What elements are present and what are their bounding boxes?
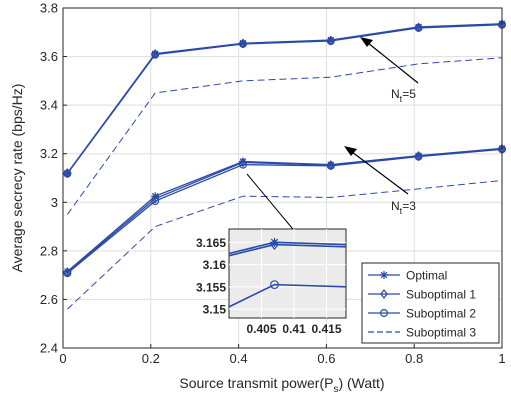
series-line [67, 179, 503, 310]
data-point [414, 152, 423, 161]
legend-item-suboptimal-2: Suboptimal 2 [368, 307, 476, 321]
data-point [151, 192, 160, 201]
data-point [151, 193, 160, 204]
inset-series [228, 237, 347, 308]
inset-series-circle [228, 280, 347, 308]
data-point [239, 157, 247, 168]
inset-y-tick-label: 3.15 [203, 303, 227, 317]
annotation-nt5-arrowhead [360, 37, 373, 47]
legend-label: Suboptimal 3 [406, 326, 476, 340]
legend-marker [380, 309, 389, 318]
x-tick-label: 0.8 [405, 351, 423, 366]
x-tick-label: 0.4 [230, 351, 248, 366]
annotation-nt3-label: Nt=3 [391, 199, 416, 216]
inset-series-diamond [228, 239, 347, 257]
data-point [326, 37, 335, 46]
y-tick-label: 2.4 [40, 341, 58, 356]
data-point [326, 161, 335, 170]
legend: Optimal Suboptimal 1 Suboptimal 2 Suboptima… [361, 262, 500, 344]
series-Nt5-suboptimal-3 [66, 57, 503, 215]
series-line [66, 148, 503, 274]
legend-item-optimal: Optimal [368, 269, 447, 283]
legend-item-suboptimal-3: Suboptimal 3 [368, 326, 476, 340]
series-Nt3-suboptimal-3 [67, 179, 503, 310]
annotation-nt5-label: Nt=5 [391, 87, 416, 104]
inset-series-line [228, 243, 347, 257]
y-tick-label: 3 [51, 195, 58, 210]
inset-ticks: 0.405 0.41 0.415 3.15 3.155 3.16 3.165 [196, 236, 342, 336]
inset-y-tick-label: 3.16 [203, 258, 227, 272]
x-axis-label: Source transmit power(Ps) (Watt) [179, 375, 384, 395]
inset-y-tick-label: 3.165 [196, 236, 226, 250]
legend-item-suboptimal-1: Suboptimal 1 [368, 288, 476, 302]
legend-label: Suboptimal 2 [406, 307, 476, 321]
inset-series-star [228, 237, 347, 255]
y-tick-label: 3.2 [40, 146, 58, 161]
axes-box [62, 7, 503, 349]
series-line [66, 57, 503, 215]
x-tick-label: 0 [59, 351, 66, 366]
tick-layer: 0 0.2 0.4 0.6 0.8 1 2.4 2.6 2.8 3 3.2 3.4 3.6 3.8 [40, 1, 506, 367]
legend-label: Optimal [406, 269, 447, 283]
inset-x-tick-label: 0.415 [311, 322, 341, 336]
legend-items: Optimal Suboptimal 1 Suboptimal 2 Suboptima… [368, 269, 476, 340]
annotation-nt3-arrow-line [351, 151, 409, 195]
annotation-nt5-arrow-line [367, 42, 419, 84]
series-line [66, 23, 503, 174]
data-point [238, 39, 247, 48]
x-tick-label: 0.2 [142, 351, 160, 366]
legend-marker [380, 289, 388, 299]
inset-x-tick-label: 0.41 [282, 322, 306, 336]
inset-data-point [270, 237, 279, 247]
inset-data-point [270, 280, 279, 290]
legend-marker [380, 271, 388, 279]
data-point [151, 197, 160, 206]
series-line [66, 23, 503, 174]
data-point [151, 50, 160, 59]
annotation-nt5: Nt=5 [360, 37, 419, 104]
annotation-nt3: Nt=3 [344, 146, 416, 216]
x-tick-label: 1 [498, 351, 505, 366]
inset-y-tick-label: 3.155 [196, 280, 226, 294]
legend-label: Suboptimal 1 [406, 288, 476, 302]
data-point [414, 23, 423, 32]
inset-series-line [228, 283, 347, 308]
inset-x-tick-label: 0.405 [246, 322, 276, 336]
y-tick-label: 2.8 [40, 243, 58, 258]
y-tick-label: 3.4 [40, 98, 58, 113]
data-point [63, 169, 72, 178]
annotation-nt3-arrowhead [344, 146, 357, 156]
inset-data-point [270, 239, 279, 251]
y-tick-label: 3.6 [40, 49, 58, 64]
x-tick-label: 0.6 [317, 351, 335, 366]
data-point [63, 269, 72, 278]
y-axis-label: Average secrecy rate (bps/Hz) [9, 84, 25, 273]
series-line [66, 24, 503, 175]
data-point [238, 160, 247, 169]
inset-zoom: 0.405 0.41 0.415 3.15 3.155 3.16 3.165 [196, 228, 347, 336]
y-tick-label: 2.6 [40, 292, 58, 307]
y-tick-label: 3.8 [40, 1, 58, 16]
